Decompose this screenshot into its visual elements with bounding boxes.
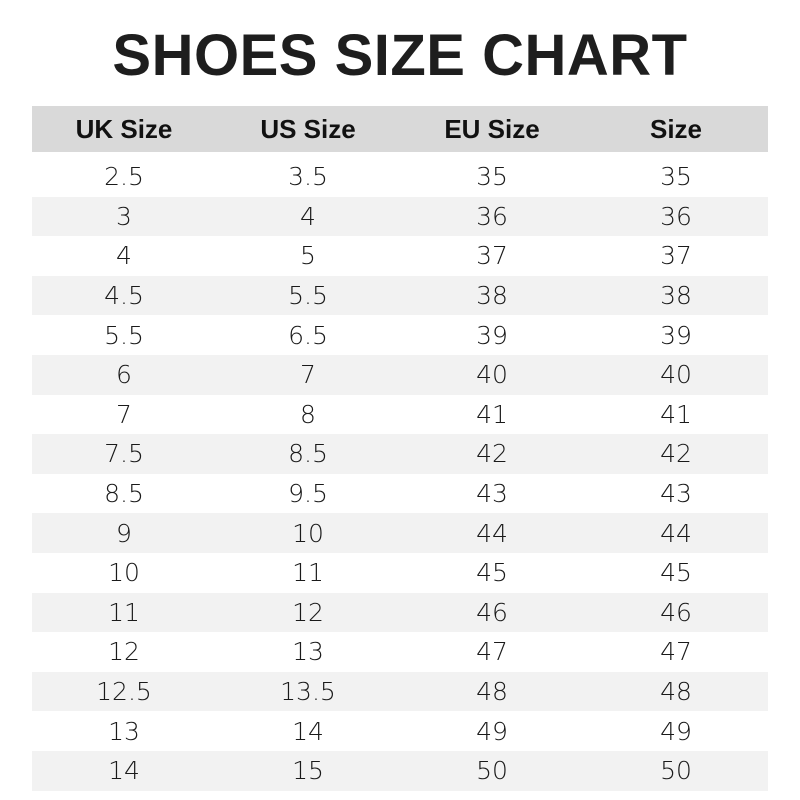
size-cell: 50 [660, 756, 692, 786]
eu-size-cell: 45 [476, 558, 508, 588]
table-row: 3 4 36 36 [32, 196, 768, 237]
us-size-cell: 13 [292, 637, 324, 667]
eu-size-cell: 36 [476, 201, 508, 231]
us-size-cell: 14 [292, 716, 324, 746]
size-cell: 44 [660, 518, 692, 548]
size-cell: 46 [660, 597, 692, 627]
us-size-cell: 10 [292, 518, 324, 548]
eu-size-cell: 40 [476, 360, 508, 390]
table-header: UK Size US Size EU Size Size [32, 106, 768, 152]
uk-size-cell: 13 [108, 716, 140, 746]
size-cell: 49 [660, 716, 692, 746]
uk-size-cell: 12 [108, 637, 140, 667]
size-cell: 39 [660, 320, 692, 350]
us-size-cell: 6.5 [288, 320, 328, 350]
header-eu-size: EU Size [444, 113, 540, 144]
us-size-cell: 13.5 [280, 677, 336, 707]
us-size-cell: 7 [300, 360, 316, 390]
eu-size-cell: 49 [476, 716, 508, 746]
table-row: 7 8 41 41 [32, 395, 768, 435]
size-cell: 47 [660, 637, 692, 667]
table-row: 14 15 50 50 [32, 750, 768, 791]
us-size-cell: 11 [292, 558, 324, 588]
uk-size-cell: 14 [108, 756, 140, 786]
uk-size-cell: 3 [116, 201, 132, 231]
eu-size-cell: 50 [476, 756, 508, 786]
uk-size-cell: 2.5 [104, 162, 144, 192]
size-cell: 43 [660, 479, 692, 509]
eu-size-cell: 44 [476, 518, 508, 548]
us-size-cell: 5 [300, 241, 316, 271]
table-row: 6 7 40 40 [32, 354, 768, 395]
uk-size-cell: 11 [108, 597, 140, 627]
us-size-cell: 5.5 [288, 281, 328, 311]
size-cell: 42 [660, 439, 692, 469]
eu-size-cell: 47 [476, 637, 508, 667]
table-row: 10 11 45 45 [32, 553, 768, 593]
eu-size-cell: 48 [476, 677, 508, 707]
eu-size-cell: 43 [476, 479, 508, 509]
uk-size-cell: 4 [116, 241, 132, 271]
eu-size-cell: 46 [476, 597, 508, 627]
table-row: 4.5 5.5 38 38 [32, 275, 768, 316]
eu-size-cell: 39 [476, 320, 508, 350]
size-cell: 48 [660, 677, 692, 707]
table-row: 2.5 3.5 35 35 [32, 157, 768, 197]
size-cell: 35 [660, 162, 692, 192]
us-size-cell: 9.5 [288, 479, 328, 509]
size-table: UK Size US Size EU Size Size 2.5 3.5 35 35 3… [32, 106, 768, 791]
size-cell: 40 [660, 360, 692, 390]
us-size-cell: 8 [300, 399, 316, 429]
eu-size-cell: 42 [476, 439, 508, 469]
size-cell: 38 [660, 281, 692, 311]
us-size-cell: 4 [300, 201, 316, 231]
size-cell: 37 [660, 241, 692, 271]
page-title: SHOES SIZE CHART [112, 23, 688, 88]
eu-size-cell: 37 [476, 241, 508, 271]
size-cell: 41 [660, 399, 692, 429]
table-row: 8.5 9.5 43 43 [32, 474, 768, 514]
uk-size-cell: 8.5 [104, 479, 144, 509]
us-size-cell: 15 [292, 756, 324, 786]
us-size-cell: 12 [292, 597, 324, 627]
header-uk-size: UK Size [75, 113, 173, 144]
us-size-cell: 3.5 [288, 162, 328, 192]
table-row: 11 12 46 46 [32, 592, 768, 633]
size-cell: 45 [660, 558, 692, 588]
us-size-cell: 8.5 [288, 439, 328, 469]
uk-size-cell: 7 [116, 399, 132, 429]
uk-size-cell: 12.5 [96, 677, 152, 707]
header-size: Size [649, 113, 703, 144]
table-row: 5.5 6.5 39 39 [32, 315, 768, 355]
table-row: 12.5 13.5 48 48 [32, 671, 768, 712]
uk-size-cell: 6 [116, 360, 132, 390]
table-row: 4 5 37 37 [32, 236, 768, 276]
uk-size-cell: 5.5 [104, 320, 144, 350]
table-row: 7.5 8.5 42 42 [32, 434, 768, 474]
uk-size-cell: 9 [116, 518, 132, 548]
uk-size-cell: 10 [108, 558, 140, 588]
eu-size-cell: 35 [476, 162, 508, 192]
table-row: 9 10 44 44 [32, 513, 768, 553]
uk-size-cell: 7.5 [104, 439, 144, 469]
table-row: 13 14 49 49 [32, 711, 768, 751]
eu-size-cell: 41 [476, 399, 508, 429]
eu-size-cell: 38 [476, 281, 508, 311]
header-us-size: US Size [260, 113, 356, 144]
size-cell: 36 [660, 201, 692, 231]
uk-size-cell: 4.5 [104, 281, 144, 311]
table-row: 12 13 47 47 [32, 632, 768, 672]
table-body: 2.5 3.5 35 35 3 4 36 36 4 5 37 37 4.5 5.5 38 38 5.5 6.5 39… [32, 157, 768, 791]
